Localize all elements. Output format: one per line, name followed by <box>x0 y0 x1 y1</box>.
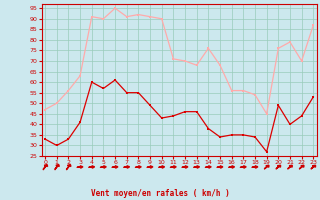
Text: Vent moyen/en rafales ( km/h ): Vent moyen/en rafales ( km/h ) <box>91 189 229 198</box>
